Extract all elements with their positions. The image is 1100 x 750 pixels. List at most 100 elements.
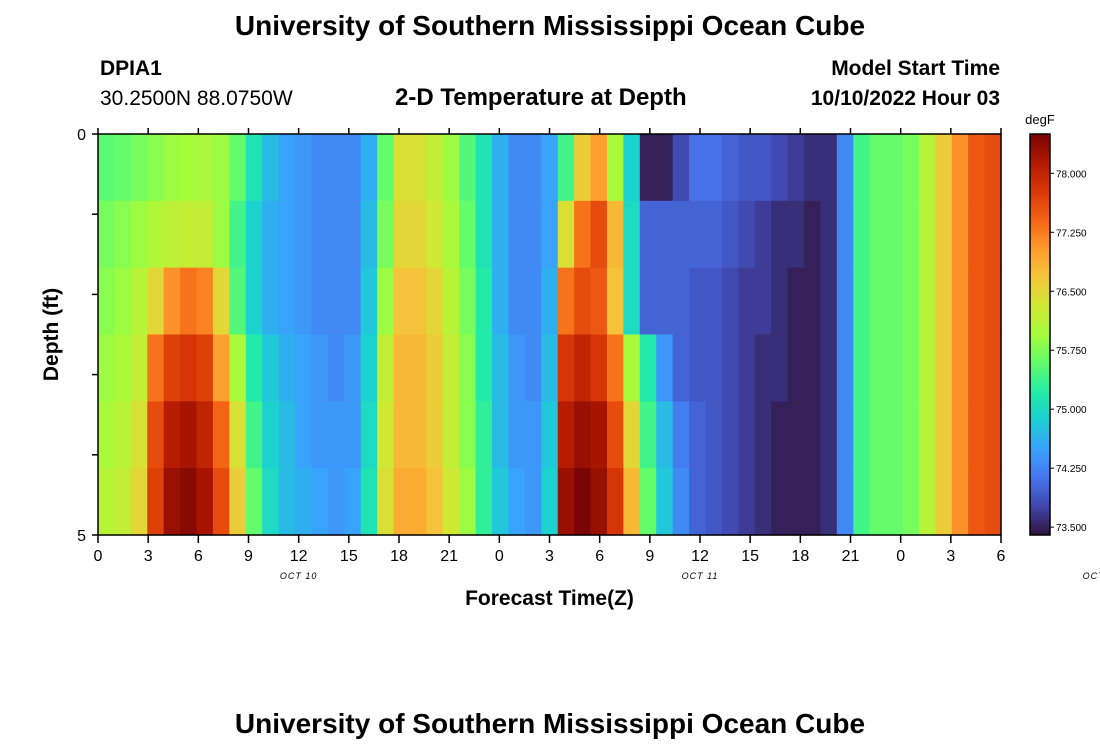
heatmap-cell (918, 468, 936, 536)
heatmap-cell (541, 134, 559, 202)
heatmap-cell (721, 267, 739, 336)
heatmap-cell (442, 134, 460, 202)
x-tick-label: 15 (340, 548, 358, 565)
heatmap-cell (180, 134, 198, 202)
heatmap-cell (787, 200, 805, 269)
colorbar-unit-label: degF (1025, 112, 1055, 127)
heatmap-cell (787, 468, 805, 536)
heatmap-cell (475, 468, 493, 536)
heatmap-cell (163, 134, 181, 202)
heatmap-cell (524, 267, 542, 336)
heatmap-cell (754, 134, 772, 202)
heatmap-cell (869, 334, 887, 402)
heatmap-cell (377, 134, 395, 202)
x-tick-label: 18 (791, 548, 809, 565)
heatmap-cell (196, 334, 214, 402)
heatmap-cell (295, 401, 313, 469)
x-tick-label: 12 (691, 548, 709, 565)
heatmap-cell (672, 267, 690, 336)
heatmap-cell (393, 334, 411, 402)
heatmap-cell (968, 134, 986, 202)
heatmap-cell (771, 134, 789, 202)
heatmap-cell (163, 200, 181, 269)
heatmap-cell (541, 200, 559, 269)
heatmap-cell (295, 468, 313, 536)
x-axis: 0 3 6 9 12 15 18 21 0 3 6 9 12 15 18 21 0 3 6 OCT 10 OCT 11 O… (94, 128, 1100, 581)
heatmap-cell (836, 468, 854, 536)
heatmap-cell (163, 334, 181, 402)
heatmap-cell (426, 468, 444, 536)
heatmap-cell (968, 334, 986, 402)
heatmap-cell (180, 401, 198, 469)
x-tick-label: 18 (390, 548, 408, 565)
heatmap-cell (114, 334, 132, 402)
x-tick-label: 0 (896, 548, 905, 565)
heatmap-cell (475, 200, 493, 269)
heatmap-cell (721, 134, 739, 202)
heatmap-cell (557, 200, 575, 269)
heatmap-cell (245, 401, 263, 469)
heatmap-cell (771, 334, 789, 402)
heatmap-cell (803, 468, 821, 536)
heatmap-cell (984, 267, 1002, 336)
heatmap-cell (951, 200, 969, 269)
heatmap-cell (935, 200, 953, 269)
x-tick-label: 0 (495, 548, 504, 565)
heatmap-cell (787, 267, 805, 336)
heatmap-cell (639, 468, 657, 536)
heatmap-cell (278, 468, 296, 536)
heatmap-cell (508, 134, 526, 202)
heatmap-cell (459, 468, 477, 536)
heatmap-cell (459, 401, 477, 469)
x-tick-label: 3 (545, 548, 554, 565)
heatmap-cell (524, 134, 542, 202)
heatmap-cell (853, 267, 871, 336)
heatmap-cell (639, 200, 657, 269)
heatmap-cell (738, 134, 756, 202)
heatmap-cell (147, 267, 165, 336)
heatmap-cell (311, 200, 329, 269)
heatmap-cell (377, 401, 395, 469)
heatmap-cell (574, 334, 592, 402)
plot-subtitle: 2-D Temperature at Depth (395, 84, 687, 111)
heatmap-cell (245, 334, 263, 402)
heatmap-cell (492, 134, 510, 202)
y-tick-label: 5 (77, 528, 86, 545)
heatmap-cell (754, 267, 772, 336)
heatmap-cell (98, 334, 116, 402)
heatmap-cell (754, 468, 772, 536)
heatmap-cell (245, 267, 263, 336)
y-axis: 05 (77, 127, 98, 545)
heatmap-cell (606, 468, 624, 536)
colorbar: degF 73.500 74.250 75.000 75.750 76.500 77.25… (1025, 112, 1087, 536)
heatmap-cell (180, 267, 198, 336)
heatmap-cell (968, 468, 986, 536)
heatmap-cell (557, 468, 575, 536)
heatmap-cell (754, 401, 772, 469)
heatmap-cell (492, 267, 510, 336)
heatmap-cell (212, 401, 230, 469)
heatmap-cell (475, 134, 493, 202)
heatmap-cell (590, 468, 608, 536)
heatmap-cell (689, 334, 707, 402)
heatmap-cell (951, 134, 969, 202)
heatmap-cell (935, 468, 953, 536)
heatmap-cell (590, 267, 608, 336)
heatmap-cell (951, 334, 969, 402)
heatmap-cell (377, 200, 395, 269)
heatmap-cell (820, 334, 838, 402)
heatmap-cell (590, 401, 608, 469)
heatmap-cell (311, 267, 329, 336)
heatmap-cell (656, 200, 674, 269)
heatmap-cell (524, 401, 542, 469)
heatmap-cell (984, 134, 1002, 202)
colorbar-scale (1029, 133, 1051, 536)
heatmap-cell (820, 134, 838, 202)
heatmap-cell (672, 334, 690, 402)
heatmap-cell (426, 267, 444, 336)
heatmap-cell (130, 200, 148, 269)
heatmap-cell (147, 200, 165, 269)
heatmap-cell (180, 334, 198, 402)
heatmap-cell (935, 334, 953, 402)
model-start-value: 10/10/2022 Hour 03 (810, 87, 1000, 110)
